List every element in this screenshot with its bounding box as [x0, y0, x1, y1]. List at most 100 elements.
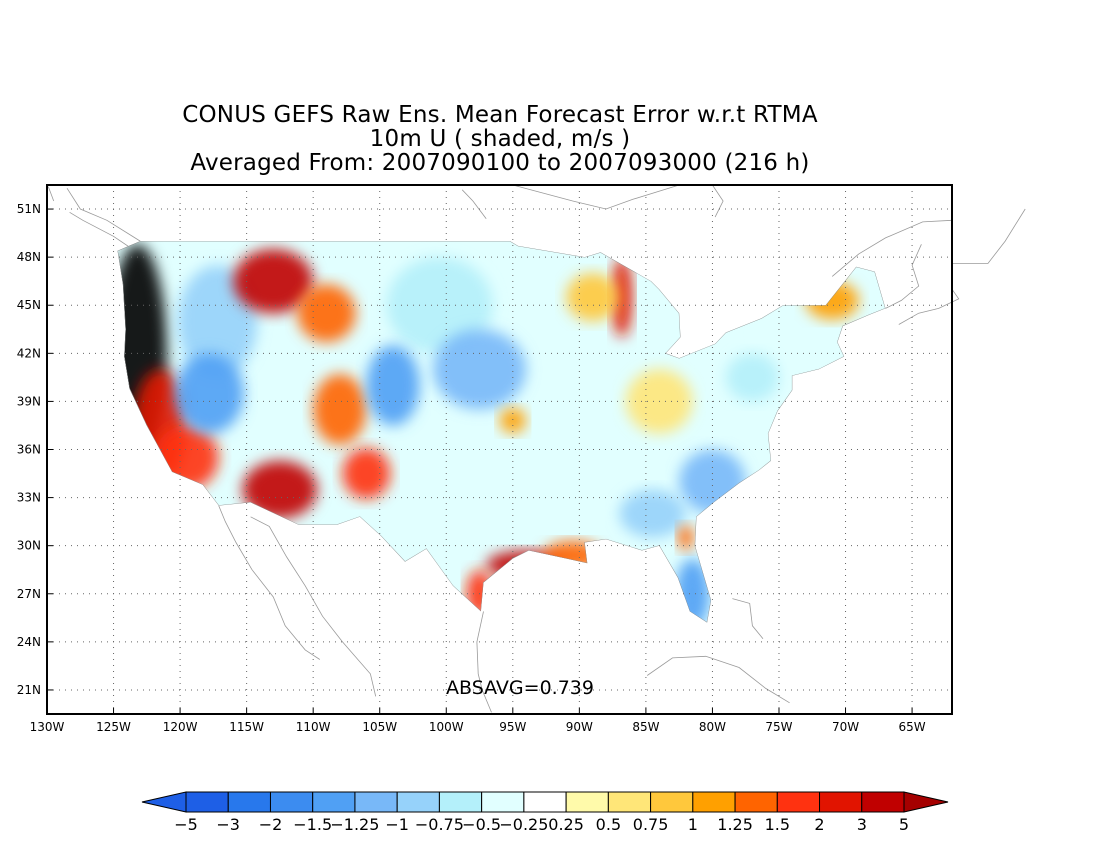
colorbar-label: 3: [857, 815, 867, 834]
colorbar-label: −0.75: [415, 815, 464, 834]
colorbar-label: −5: [174, 815, 198, 834]
latitude-axis: 21N 24N 27N 30N 33N 36N 39N 42N 45N 48N 51N: [17, 202, 53, 697]
map-plot-area: [46, 184, 1026, 715]
field-blob-great-lakes-east-shore: [611, 257, 633, 338]
field-blob-florida: [677, 524, 694, 551]
lon-tick-label: 130W: [30, 720, 65, 734]
lake-winnipeg-shore: [461, 189, 487, 219]
lat-tick-label: 30N: [17, 539, 41, 553]
lat-tick-label: 39N: [17, 394, 41, 408]
colorbar-swatch: [650, 791, 694, 813]
lat-tick-label: 42N: [17, 346, 41, 360]
colorbar-swatch: [692, 791, 736, 813]
hudson-bay-coast: [512, 184, 680, 210]
field-blob-northern-rockies: [313, 374, 367, 445]
alaska-panhandle-hint: [47, 186, 55, 202]
colorbar-swatch: [861, 791, 905, 813]
field-blob-northern-plains: [432, 329, 527, 410]
colorbar-swatch: [819, 791, 863, 813]
lon-tick-label: 65W: [899, 720, 926, 734]
vancouver-island: [69, 211, 136, 252]
colorbar-label: 0.5: [596, 815, 621, 834]
colorbar-label: −0.5: [462, 815, 501, 834]
colorbar-label: −3: [216, 815, 240, 834]
lat-tick-label: 24N: [17, 635, 41, 649]
colorbar-label: −0.25: [499, 815, 548, 834]
longitude-axis: 130W 125W 120W 115W 110W 105W 100W 95W 90W 85W 80W…: [30, 708, 926, 734]
colorbar-label: 1.5: [765, 815, 790, 834]
colorbar-swatch: [185, 791, 229, 813]
absavg-label: ABSAVG=0.739: [446, 677, 594, 699]
lat-tick-label: 27N: [17, 587, 41, 601]
colorbar-swatch: [734, 791, 778, 813]
bahamas-coast: [732, 598, 764, 639]
colorbar-label: −2: [259, 815, 283, 834]
gaspe-nb-coast: [885, 244, 922, 309]
colorbar-label: −1.25: [330, 815, 379, 834]
colorbar-label: 2: [814, 815, 824, 834]
colorbar-swatch: [354, 791, 398, 813]
colorbar-swatch: [227, 791, 271, 813]
lon-tick-label: 70W: [832, 720, 859, 734]
field-blob-great-basin: [174, 353, 244, 434]
colorbar-swatch: [565, 791, 609, 813]
chart-subtitle-period: Averaged From: 2007090100 to 2007093000 …: [190, 150, 810, 176]
field-blob-great-lakes-east-shore: [566, 273, 620, 322]
field-blob-southeast-atlantic: [619, 489, 686, 538]
colorbar: −5 −3 −2 −1.5−1.25 −1 −0.75−0.5−0.25 0.25 0.5 0.…: [141, 791, 949, 834]
canada-west-coast: [66, 187, 141, 242]
colorbar-over-arrow: [903, 791, 949, 813]
field-blob-texas-gulf-coast: [499, 407, 527, 434]
lat-tick-label: 21N: [17, 683, 41, 697]
colorbar-swatch: [776, 791, 821, 813]
colorbar-label: 1.25: [717, 815, 753, 834]
field-blob-northeast: [725, 353, 780, 402]
lon-tick-label: 100W: [429, 720, 464, 734]
colorbar-label: 0.25: [548, 815, 584, 834]
lat-tick-label: 51N: [17, 202, 41, 216]
lon-tick-label: 95W: [499, 720, 526, 734]
neighbor-coastlines: [47, 184, 1026, 713]
lon-tick-label: 80W: [699, 720, 726, 734]
colorbar-swatch: [312, 791, 356, 813]
lon-tick-label: 125W: [96, 720, 131, 734]
mexico-pacific-coast: [218, 505, 321, 660]
colorbar-label: −1.5: [293, 815, 332, 834]
colorbar-label: −1: [385, 815, 409, 834]
lon-tick-label: 90W: [566, 720, 593, 734]
map-gridlines: [47, 185, 952, 714]
error-field-shading: [117, 241, 886, 623]
colorbar-swatch: [523, 791, 567, 813]
lat-tick-label: 45N: [17, 298, 41, 312]
field-blob-southwest-desert: [342, 447, 391, 500]
lon-tick-label: 85W: [632, 720, 659, 734]
lon-tick-label: 105W: [362, 720, 397, 734]
field-blob-northern-plains: [366, 345, 420, 426]
colorbar-swatch: [607, 791, 652, 813]
colorbar-swatch: [396, 791, 440, 813]
james-bay-coast: [712, 184, 724, 218]
field-blob-northern-plains: [386, 257, 493, 354]
colorbar-under-arrow: [141, 791, 187, 813]
mexico-gulf-coast: [476, 611, 492, 713]
chart-title: CONUS GEFS Raw Ens. Mean Forecast Error …: [182, 102, 818, 128]
lon-tick-label: 75W: [765, 720, 792, 734]
newfoundland-coast: [952, 208, 1026, 264]
lon-tick-label: 120W: [163, 720, 198, 734]
lat-tick-label: 33N: [17, 491, 41, 505]
cuba-coast: [646, 655, 790, 704]
colorbar-label: 1: [688, 815, 698, 834]
lat-tick-label: 48N: [17, 250, 41, 264]
colorbar-label: 5: [899, 815, 909, 834]
field-blob-northern-rockies: [233, 249, 314, 314]
field-blob-northern-rockies: [297, 284, 356, 343]
lon-tick-label: 115W: [229, 720, 264, 734]
quebec-labrador-coast: [831, 219, 953, 277]
field-blob-southwest-desert: [242, 460, 318, 519]
colorbar-swatch: [438, 791, 483, 813]
gulf-of-california-coast: [250, 516, 377, 697]
lon-tick-label: 110W: [296, 720, 331, 734]
chart-subtitle-variable: 10m U ( shaded, m/s ): [369, 126, 631, 152]
lat-tick-label: 36N: [17, 443, 41, 457]
